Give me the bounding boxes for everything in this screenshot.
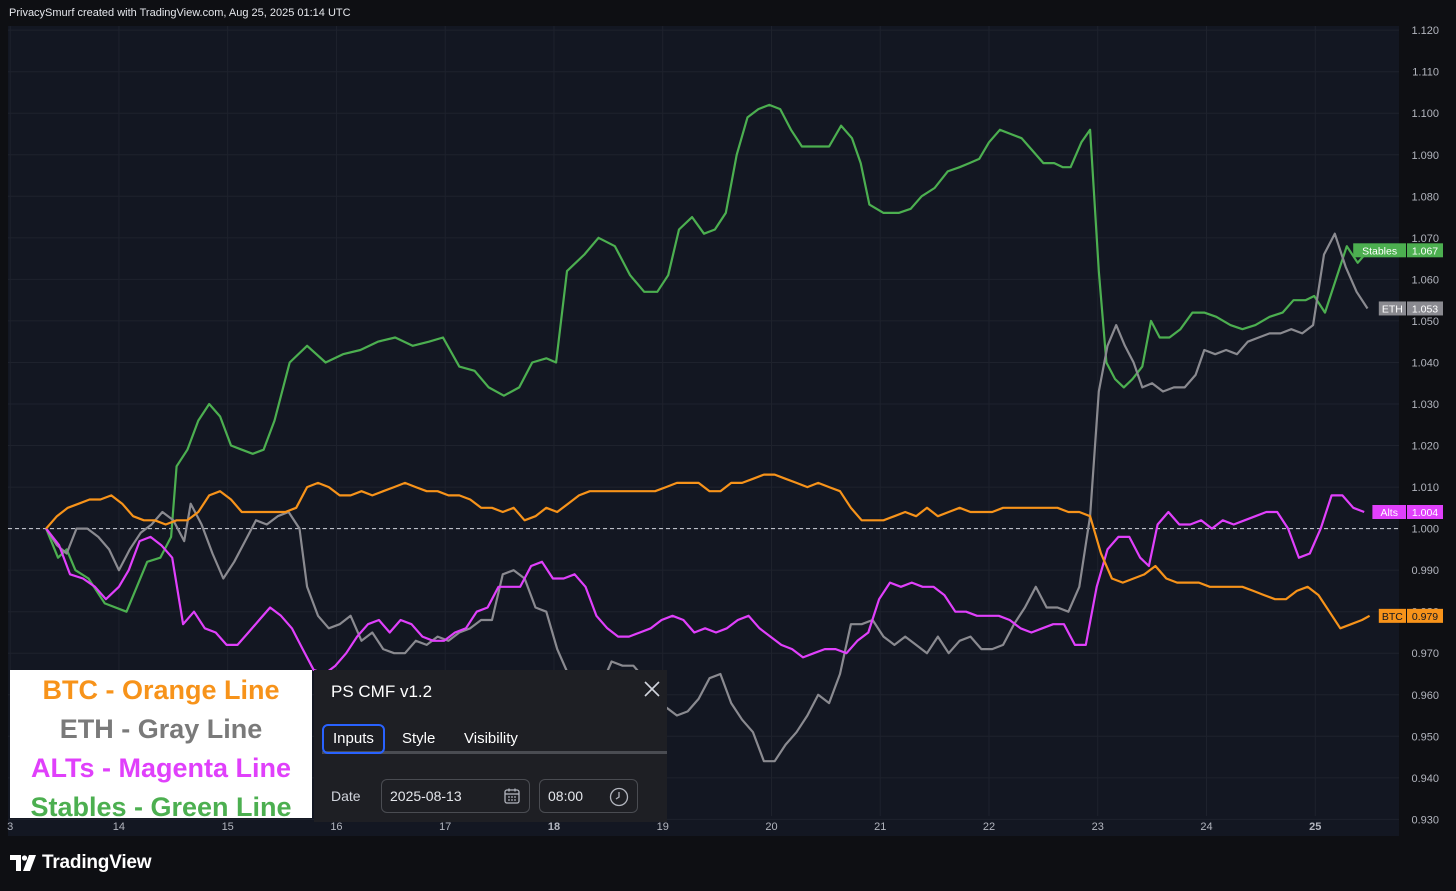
series-label-value: 1.067	[1412, 245, 1438, 257]
x-tick-label: 22	[983, 821, 995, 833]
series-label-value-bg	[1407, 608, 1443, 623]
series-label-value: 1.004	[1412, 507, 1438, 519]
y-tick-label: 1.040	[1411, 357, 1439, 369]
y-tick-label: 1.090	[1411, 150, 1439, 162]
date-value: 2025-08-13	[390, 788, 462, 804]
y-tick-label: 1.100	[1411, 108, 1439, 120]
calendar-icon[interactable]	[503, 787, 521, 810]
tradingview-logo-text: TradingView	[42, 852, 152, 873]
close-icon[interactable]	[641, 678, 663, 700]
series-label-value: 0.979	[1412, 611, 1438, 623]
tab-divider	[322, 751, 667, 754]
x-tick-label: 15	[222, 821, 234, 833]
tab-visibility[interactable]: Visibility	[464, 730, 518, 747]
series-label-name-bg	[1378, 301, 1406, 316]
series-line-btc	[45, 473, 1371, 630]
y-tick-label: 0.940	[1411, 773, 1439, 785]
tab-style[interactable]: Style	[402, 730, 436, 747]
series-label-stables: Stables 1.067	[1353, 243, 1443, 258]
date-field[interactable]: 2025-08-13	[381, 779, 530, 813]
y-tick-label: 0.970	[1411, 648, 1439, 660]
y-tick-label: 0.930	[1411, 814, 1439, 826]
x-tick-label: 14	[113, 821, 125, 833]
clock-icon[interactable]	[609, 787, 629, 812]
x-tick-label: 24	[1200, 821, 1212, 833]
series-label-btc: BTC 0.979	[1378, 608, 1443, 623]
indicator-settings-dialog: PS CMF v1.2 Inputs Style Visibility Date…	[314, 670, 667, 822]
y-tick-label: 0.950	[1411, 731, 1439, 743]
y-tick-label: 0.960	[1411, 690, 1439, 702]
legend-alts: ALTs - Magenta Line	[30, 753, 291, 783]
x-tick-label: 23	[1092, 821, 1104, 833]
y-tick-label: 1.110	[1412, 67, 1439, 79]
series-label-value-bg	[1407, 505, 1443, 519]
series-label-value-bg	[1407, 301, 1443, 316]
y-tick-label: 1.010	[1411, 482, 1439, 494]
y-tick-label: 1.030	[1411, 399, 1439, 411]
x-tick-label: 19	[657, 821, 669, 833]
x-tick-label: 3	[7, 821, 13, 833]
series-label-alts: Alts 1.004	[1372, 505, 1443, 519]
y-tick-label: 1.000	[1411, 524, 1439, 536]
y-tick-label: 1.120	[1411, 25, 1439, 37]
x-tick-label: 20	[765, 821, 777, 833]
series-label-name: ETH	[1382, 303, 1403, 315]
x-tick-label: 17	[439, 821, 451, 833]
series-label-name-bg	[1372, 505, 1406, 519]
dialog-title: PS CMF v1.2	[331, 682, 433, 701]
y-tick-label: 0.990	[1411, 565, 1439, 577]
time-value: 08:00	[548, 788, 584, 804]
y-tick-label: 1.060	[1411, 274, 1439, 286]
series-line-stables	[45, 103, 1370, 613]
series-label-name-bg	[1353, 243, 1406, 258]
series-line-eth	[45, 232, 1369, 763]
series-color-legend: BTC - Orange Line ETH - Gray Line ALTs -…	[10, 670, 312, 822]
legend-stables: Stables - Green Line	[30, 792, 292, 822]
y-tick-label: 1.020	[1411, 441, 1439, 453]
tradingview-logo[interactable]: TradingView	[10, 852, 152, 874]
series-label-value: 1.053	[1412, 303, 1438, 315]
legend-eth: ETH - Gray Line	[59, 714, 263, 744]
y-tick-label: 1.070	[1411, 233, 1439, 245]
series-label-value-bg	[1407, 243, 1443, 258]
series-label-name: Alts	[1380, 507, 1398, 519]
legend-btc: BTC - Orange Line	[42, 675, 280, 705]
series-label-name-bg	[1378, 608, 1406, 623]
tradingview-logo-icon	[10, 855, 36, 871]
series-line-alts	[45, 494, 1365, 676]
tab-inputs[interactable]: Inputs	[322, 724, 385, 754]
y-tick-label: 1.050	[1411, 316, 1439, 328]
series-label-name: BTC	[1382, 611, 1403, 623]
chart-footer	[0, 838, 1456, 891]
x-tick-label: 25	[1309, 821, 1321, 833]
x-tick-label: 16	[330, 821, 342, 833]
chart-header: PrivacySmurf created with TradingView.co…	[0, 0, 1456, 26]
time-field[interactable]: 08:00	[539, 779, 638, 813]
series-label-eth: ETH 1.053	[1378, 301, 1443, 316]
header-caption: PrivacySmurf created with TradingView.co…	[9, 7, 351, 19]
date-label: Date	[331, 788, 361, 804]
y-tick-label: 1.080	[1411, 191, 1439, 203]
x-tick-label: 18	[548, 821, 560, 833]
x-tick-label: 21	[874, 821, 886, 833]
series-label-name: Stables	[1362, 245, 1397, 257]
